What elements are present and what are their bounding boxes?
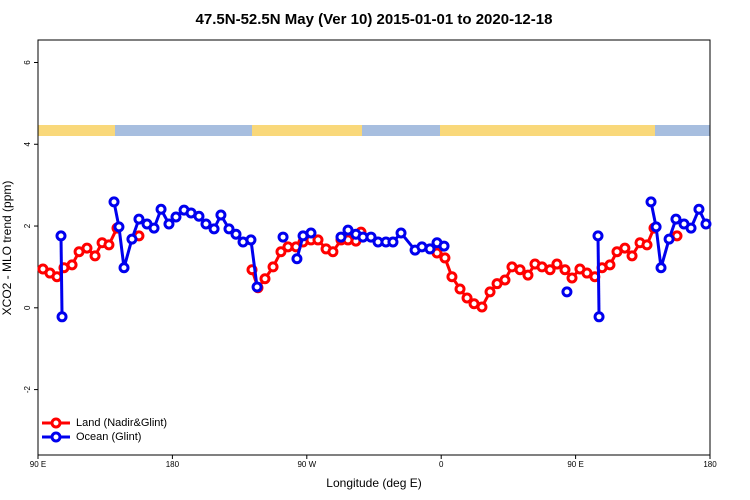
data-point (551, 258, 563, 270)
data-point (641, 239, 653, 251)
data-point (561, 286, 573, 298)
data-point (291, 253, 303, 265)
data-point (56, 311, 68, 323)
data-point (604, 259, 616, 271)
data-point (499, 274, 511, 286)
legend: Land (Nadir&Glint) Ocean (Glint) (42, 417, 167, 443)
data-point (645, 196, 657, 208)
data-point (208, 223, 220, 235)
x-axis-label: Longitude (deg E) (326, 476, 421, 490)
data-point (200, 218, 212, 230)
data-point (476, 301, 488, 313)
data-point (230, 228, 242, 240)
x-tick-label: 180 (166, 460, 180, 469)
data-point (514, 264, 526, 276)
series-line (596, 235, 601, 317)
x-tick-label: 90 E (30, 460, 46, 469)
data-point (693, 203, 705, 215)
data-point (626, 250, 638, 262)
y-tick-label: -2 (23, 385, 32, 393)
data-point (126, 233, 138, 245)
legend-label: Land (Nadir&Glint) (76, 417, 167, 429)
data-point (655, 262, 667, 274)
data-point (277, 231, 289, 243)
data-point (424, 243, 436, 255)
data-point (312, 234, 324, 246)
data-point (170, 211, 182, 223)
data-point (81, 242, 93, 254)
plot-frame (37, 39, 711, 456)
data-point (544, 264, 556, 276)
data-point (650, 221, 662, 233)
data-point (305, 227, 317, 239)
data-point (113, 221, 125, 233)
data-point (148, 222, 160, 234)
data-point (163, 218, 175, 230)
data-point (251, 281, 263, 293)
data-point (454, 283, 466, 295)
data-point (446, 271, 458, 283)
data-point (259, 273, 271, 285)
data-point (484, 286, 496, 298)
data-point (223, 223, 235, 235)
x-tick-label: 90 W (297, 460, 316, 469)
x-tick-label: 0 (439, 460, 444, 469)
data-point (395, 227, 407, 239)
data-point (103, 239, 115, 251)
y-axis-label: XCO2 - MLO trend (ppm) (0, 181, 14, 316)
series-line (59, 235, 64, 317)
data-point (663, 233, 675, 245)
data-point (193, 210, 205, 222)
data-point (89, 250, 101, 262)
y-tick-label: 2 (23, 223, 32, 228)
legend-label: Ocean (Glint) (76, 431, 141, 443)
legend-marker (50, 417, 62, 429)
data-point (365, 231, 377, 243)
data-point (522, 269, 534, 281)
data-point (155, 203, 167, 215)
land-ocean-strip (38, 125, 710, 136)
legend-marker (50, 431, 62, 443)
data-point (55, 230, 67, 242)
data-point (438, 240, 450, 252)
data-point (670, 213, 682, 225)
data-point (275, 246, 287, 258)
y-tick-label: 4 (23, 141, 32, 146)
data-point (267, 261, 279, 273)
data-point (439, 252, 451, 264)
data-point (335, 231, 347, 243)
y-tick-label: 0 (23, 305, 32, 310)
data-point (619, 242, 631, 254)
y-tick-label: 6 (23, 60, 32, 65)
data-point (108, 196, 120, 208)
x-tick-label: 180 (703, 460, 717, 469)
data-point (133, 213, 145, 225)
data-point (593, 311, 605, 323)
data-point (118, 262, 130, 274)
data-point (342, 224, 354, 236)
data-point (327, 246, 339, 258)
x-tick-label: 90 E (567, 460, 583, 469)
data-point (461, 292, 473, 304)
data-point (566, 272, 578, 284)
data-point (592, 230, 604, 242)
chart-title: 47.5N-52.5N May (Ver 10) 2015-01-01 to 2… (196, 11, 553, 28)
data-point (559, 264, 571, 276)
data-point (387, 236, 399, 248)
data-point (51, 271, 63, 283)
data-point (66, 259, 78, 271)
data-point (685, 222, 697, 234)
data-point (245, 234, 257, 246)
data-point (700, 218, 712, 230)
data-point (215, 209, 227, 221)
